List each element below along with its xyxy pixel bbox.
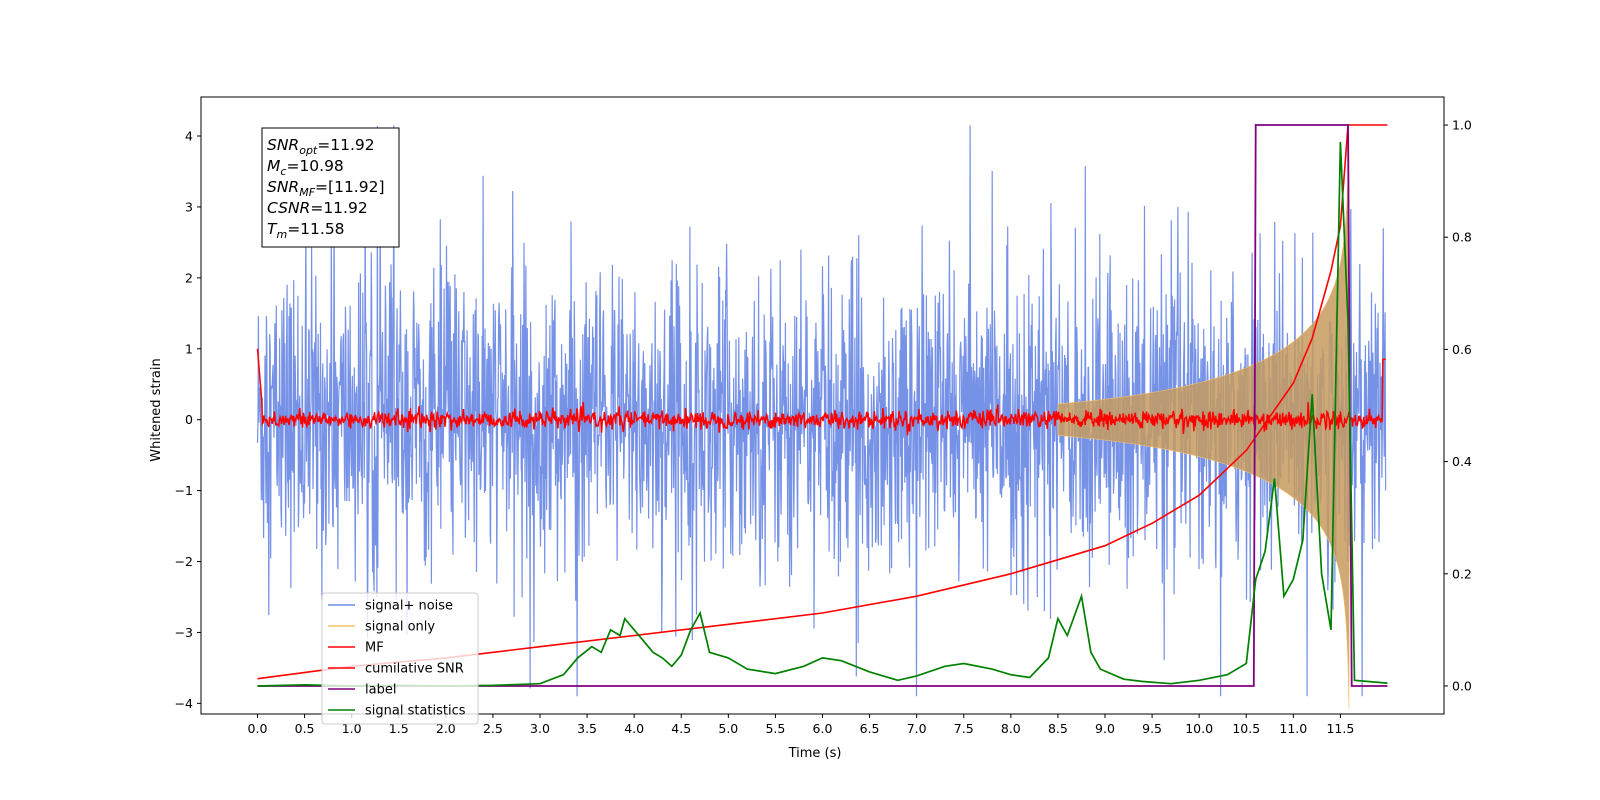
axes: 0.0 0.5 1.0 1.5 2.0 2.5 3.0 3.5 4.0 4.5 5.0 5.5 6.0 6… bbox=[175, 96, 1472, 736]
y-tick-label: 3 bbox=[185, 199, 193, 214]
legend: signal+ noise signal only MF cumilative SNR… bbox=[321, 592, 479, 725]
x-tick-label: 7.0 bbox=[907, 721, 927, 736]
y-tick-label: −4 bbox=[175, 696, 193, 711]
cumilative-snr-line bbox=[257, 124, 1388, 680]
x-tick-label: 11.5 bbox=[1326, 721, 1354, 736]
x-tick-label: 11.0 bbox=[1279, 721, 1307, 736]
info-line: CSNR=11.92 bbox=[267, 199, 368, 217]
x-tick-label: 4.0 bbox=[624, 721, 644, 736]
info-line: Tm=11.58 bbox=[267, 220, 345, 241]
info-line: SNRMF=[11.92] bbox=[267, 178, 385, 199]
legend-label: signal only bbox=[365, 620, 435, 635]
y-right-tick-label: 1.0 bbox=[1452, 118, 1472, 133]
x-tick-label: 1.5 bbox=[389, 721, 409, 736]
series-cumilative-snr bbox=[257, 124, 1388, 680]
y-right-tick-label: 0.0 bbox=[1452, 678, 1472, 693]
y-right-tick-label: 0.4 bbox=[1452, 454, 1472, 469]
legend-frame bbox=[321, 592, 479, 725]
signal-statistics-line bbox=[257, 141, 1388, 687]
series-signal-statistics bbox=[257, 141, 1388, 687]
y-tick-label: 2 bbox=[185, 270, 193, 285]
y-tick-label: 1 bbox=[185, 341, 193, 356]
y-right-tick-label: 0.8 bbox=[1452, 230, 1472, 245]
x-tick-label: 6.5 bbox=[860, 721, 880, 736]
info-box: SNRopt=11.92Mc=10.98SNRMF=[11.92]CSNR=11… bbox=[261, 127, 400, 248]
x-tick-label: 7.5 bbox=[954, 721, 974, 736]
series-mf bbox=[256, 348, 1386, 436]
legend-label: label bbox=[365, 683, 396, 698]
y-right-tick-label: 0.2 bbox=[1452, 566, 1472, 581]
info-line: SNRopt=11.92 bbox=[267, 136, 375, 157]
x-tick-label: 5.0 bbox=[718, 721, 738, 736]
x-tick-label: 0.5 bbox=[295, 721, 315, 736]
x-tick-label: 10.5 bbox=[1232, 721, 1260, 736]
legend-label: MF bbox=[365, 641, 384, 656]
x-tick-label: 8.0 bbox=[1001, 721, 1021, 736]
y-tick-label: 4 bbox=[185, 129, 193, 144]
x-tick-label: 8.5 bbox=[1048, 721, 1068, 736]
y-tick-label: −3 bbox=[175, 625, 193, 640]
x-tick-label: 4.5 bbox=[671, 721, 691, 736]
y-axis-label: Whitened strain bbox=[149, 358, 164, 461]
x-tick-label: 0.0 bbox=[248, 721, 268, 736]
legend-label: cumilative SNR bbox=[365, 662, 464, 677]
legend-label: signal statistics bbox=[365, 704, 466, 719]
x-tick-label: 9.5 bbox=[1142, 721, 1162, 736]
info-box-frame bbox=[261, 127, 400, 248]
x-tick-label: 1.0 bbox=[342, 721, 362, 736]
mf-line bbox=[256, 348, 1386, 436]
y-tick-label: −2 bbox=[175, 554, 193, 569]
x-tick-label: 9.0 bbox=[1095, 721, 1115, 736]
y-right-tick-label: 0.6 bbox=[1452, 342, 1472, 357]
series-label bbox=[257, 124, 1388, 687]
x-tick-label: 3.5 bbox=[577, 721, 597, 736]
x-tick-label: 10.0 bbox=[1185, 721, 1213, 736]
y-tick-label: −1 bbox=[175, 483, 193, 498]
x-tick-label: 2.0 bbox=[436, 721, 456, 736]
y-tick-label: 0 bbox=[185, 412, 193, 427]
x-tick-label: 5.5 bbox=[765, 721, 785, 736]
x-tick-label: 3.0 bbox=[530, 721, 550, 736]
x-axis-label: Time (s) bbox=[788, 746, 842, 761]
x-tick-label: 2.5 bbox=[483, 721, 503, 736]
x-tick-label: 6.0 bbox=[813, 721, 833, 736]
label-line bbox=[257, 124, 1388, 687]
legend-label: signal+ noise bbox=[365, 599, 453, 614]
info-line: Mc=10.98 bbox=[267, 157, 344, 178]
